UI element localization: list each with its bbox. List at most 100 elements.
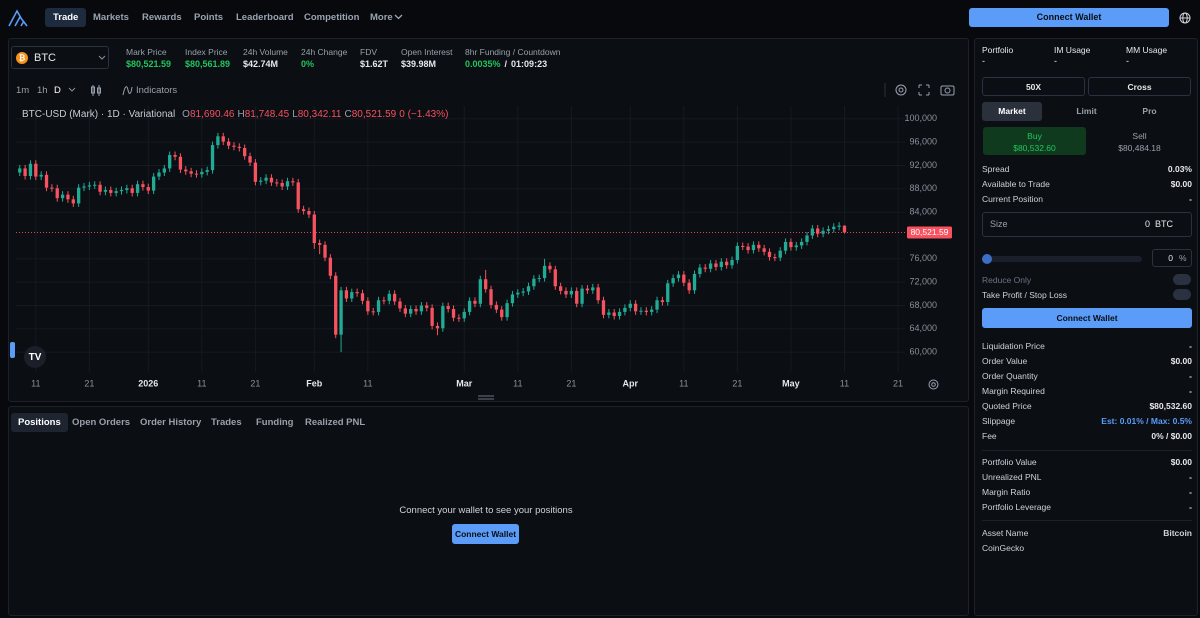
candle-body [676, 274, 681, 279]
nav-item[interactable]: Leaderboard [236, 12, 294, 23]
position-tab[interactable]: Trades [211, 417, 242, 428]
indicators-icon[interactable] [121, 84, 133, 97]
candle-body [805, 235, 809, 242]
symbol-selector[interactable] [11, 46, 109, 69]
candle-body [76, 187, 81, 204]
y-tick-label: 72,000 [909, 277, 937, 287]
ohlc-value: 81,690.46 [189, 109, 235, 120]
axis-settings-icon[interactable] [927, 378, 940, 391]
candle-body [55, 188, 59, 199]
position-tab[interactable]: Funding [256, 417, 294, 428]
candle-body [151, 176, 156, 191]
nav-item[interactable]: Competition [304, 12, 360, 23]
candle-body [18, 168, 22, 173]
symbol-chevron [98, 55, 106, 60]
candle-body [221, 136, 225, 142]
indicators-button[interactable]: Indicators [136, 85, 178, 96]
sell-button[interactable]: Sell $80,484.18 [1088, 127, 1191, 155]
y-tick-label: 92,000 [909, 160, 937, 170]
candle-body [532, 278, 536, 287]
size-value: 0 [1144, 219, 1150, 229]
globe-icon[interactable] [1178, 11, 1192, 25]
position-tab[interactable]: Realized PNL [305, 417, 366, 428]
tpsl-toggle[interactable] [1173, 289, 1191, 300]
details-label: Fee [982, 431, 997, 441]
candle-body [484, 279, 488, 290]
candle-body [141, 184, 145, 188]
more-chevron [394, 14, 403, 20]
nav-item[interactable]: More [370, 12, 393, 23]
details-label: Order Value [982, 356, 1028, 366]
candle-body [660, 300, 665, 302]
leverage-button[interactable]: 50X [982, 77, 1085, 96]
connect-wallet-button[interactable]: Connect Wallet [982, 308, 1192, 328]
chart-tools[interactable] [884, 82, 960, 98]
order-type-tab[interactable]: Pro [1142, 106, 1157, 116]
candle-body [34, 163, 38, 177]
stat-label: 24h Volume [243, 47, 288, 57]
candle-body [580, 288, 584, 304]
order-type-tab[interactable]: Market [982, 102, 1042, 121]
connect-wallet-button[interactable]: Connect Wallet [969, 8, 1169, 27]
interval[interactable]: 1m [16, 85, 30, 96]
reduce-only-toggle[interactable] [1173, 274, 1191, 285]
x-tick-label: 11 [363, 378, 372, 388]
last-price-tag [907, 226, 952, 239]
candle-body [243, 148, 247, 157]
buy-button[interactable]: Buy $80,532.60 [983, 127, 1086, 155]
candle-body [98, 184, 102, 192]
candle-body [189, 171, 193, 174]
candle-body [307, 211, 311, 215]
asset-label: Asset Name [982, 528, 1029, 538]
account-value: - [1054, 56, 1057, 66]
portfolio-label: Unrealized PNL [982, 472, 1042, 482]
nav-item[interactable]: Trade [45, 8, 87, 27]
candle-body [226, 141, 231, 146]
connect-wallet-button[interactable]: Connect Wallet [452, 524, 519, 544]
logo[interactable] [8, 8, 32, 28]
candle-body [317, 243, 322, 245]
nav-item[interactable]: Rewards [142, 12, 182, 23]
candle-body [601, 300, 606, 315]
nav-item[interactable]: Points [194, 12, 224, 23]
position-tab[interactable]: Order History [140, 417, 202, 428]
slider-input[interactable] [1152, 249, 1192, 267]
position-tab[interactable]: Open Orders [72, 417, 131, 428]
chart-panel [8, 38, 969, 402]
candle-body [291, 181, 295, 183]
candle-body [66, 194, 70, 200]
interval-chevron[interactable] [68, 87, 76, 93]
buy-price: $80,532.60 [1013, 143, 1056, 153]
asset-label: CoinGecko [982, 543, 1025, 553]
candle-body [135, 184, 140, 193]
y-tick-label: 100,000 [904, 113, 937, 123]
interval[interactable]: D [54, 85, 61, 96]
empty-message: Connect your wallet to see your position… [399, 505, 573, 516]
x-tick-label: 11 [679, 378, 688, 388]
toggle-label: Reduce Only [982, 275, 1032, 285]
toggle-label: Take Profit / Stop Loss [982, 290, 1068, 300]
account-label: Portfolio [982, 45, 1014, 55]
candle-style-icon[interactable] [90, 84, 102, 97]
candle-body [682, 274, 686, 283]
ohlc-key: O [182, 109, 190, 120]
size-input[interactable] [982, 212, 1192, 237]
order-type-tab[interactable]: Limit [1076, 106, 1097, 116]
candle-body [371, 311, 375, 313]
candle-body [398, 301, 402, 309]
candle-body [564, 290, 568, 295]
position-tab[interactable]: Positions [11, 413, 68, 432]
slider-knob[interactable] [982, 254, 992, 264]
portfolio-label: Portfolio Value [982, 457, 1037, 467]
candle-body [692, 274, 697, 291]
candle-body [719, 261, 723, 267]
nav-item[interactable]: Markets [93, 12, 129, 23]
interval[interactable]: 1h [37, 85, 48, 96]
candle-body [837, 225, 841, 227]
margin-mode-button[interactable]: Cross [1088, 77, 1191, 96]
candle-body [173, 155, 177, 157]
candle-body [194, 173, 199, 175]
candle-body [553, 269, 557, 287]
resize-handle[interactable] [477, 395, 495, 401]
candle-body [360, 293, 365, 301]
